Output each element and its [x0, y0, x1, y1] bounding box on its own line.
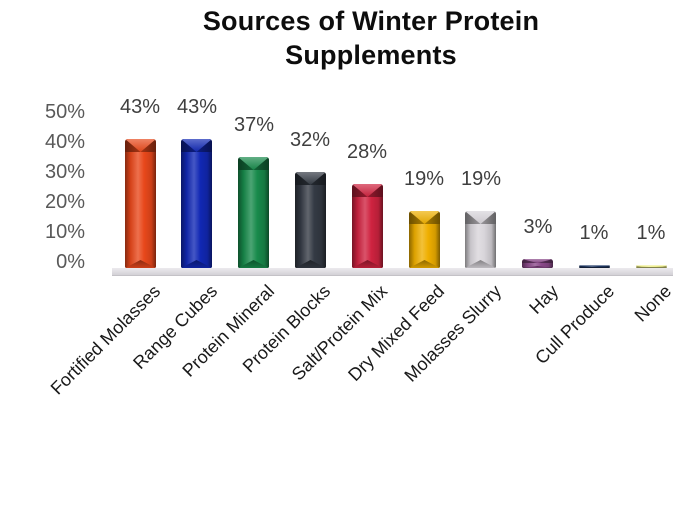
data-label-protein-blocks: 32% [289, 129, 331, 151]
bar-protein-blocks [295, 172, 326, 268]
bar-bottom-notch [295, 260, 326, 268]
data-label-fortified-molasses: 43% [119, 96, 161, 118]
bar-protein-mineral [238, 157, 269, 268]
bar-top-notch [522, 259, 553, 263]
bar-bottom-notch [238, 260, 269, 268]
bar-chart: Sources of Winter Protein Supplements 0%… [44, 6, 673, 398]
bar-range-cubes [181, 139, 212, 268]
bar-dry-mixed-feed [409, 211, 440, 268]
bar-bottom-bevel [465, 260, 496, 268]
chart-title: Sources of Winter Protein Supplements [202, 6, 540, 70]
bar-bottom-bevel [409, 260, 440, 268]
bar-top-bevel [465, 211, 496, 224]
bar-bottom-bevel [238, 260, 269, 268]
bar-top-notch [409, 211, 440, 224]
bar-top-notch [295, 172, 326, 185]
data-label-molasses-slurry: 19% [460, 168, 502, 190]
y-tick-label-50: 50% [44, 101, 85, 123]
bar-none [636, 265, 667, 268]
bar-bottom-bevel [352, 260, 383, 268]
x-axis-floor [112, 268, 673, 276]
bar-top-notch [125, 139, 156, 152]
bar-hay [522, 259, 553, 268]
y-tick-label-0: 0% [56, 251, 85, 273]
data-label-none: 1% [636, 222, 666, 244]
bar-top-notch [238, 157, 269, 170]
y-tick-label-30: 30% [44, 161, 85, 183]
bar-top-bevel [238, 157, 269, 170]
y-tick-label-40: 40% [44, 131, 85, 153]
y-tick-label-10: 10% [44, 221, 85, 243]
y-tick-label-20: 20% [44, 191, 85, 213]
bar-bottom-bevel [522, 266, 553, 268]
bar-bottom-notch [522, 266, 553, 268]
bar-bottom-bevel [125, 260, 156, 268]
bar-bottom-notch [125, 260, 156, 268]
data-label-hay: 3% [523, 216, 553, 238]
bar-bottom-bevel [295, 260, 326, 268]
bar-top-notch [352, 184, 383, 197]
bar-bottom-notch [409, 260, 440, 268]
bar-fortified-molasses [125, 139, 156, 268]
bar-top-bevel [125, 139, 156, 152]
bar-molasses-slurry [465, 211, 496, 268]
bar-top-bevel [295, 172, 326, 185]
bar-bottom-notch [181, 260, 212, 268]
data-label-range-cubes: 43% [176, 96, 218, 118]
bar-top-bevel [409, 211, 440, 224]
data-label-cull-produce: 1% [579, 222, 609, 244]
bar-top-notch [181, 139, 212, 152]
data-label-dry-mixed-feed: 19% [403, 168, 445, 190]
bar-cull-produce [579, 265, 610, 268]
bar-top-bevel [522, 259, 553, 263]
data-label-salt-protein-mix: 28% [346, 141, 388, 163]
data-label-protein-mineral: 37% [233, 114, 275, 136]
bar-bottom-notch [352, 260, 383, 268]
bar-salt-protein-mix [352, 184, 383, 268]
bar-bottom-notch [465, 260, 496, 268]
bar-bottom-bevel [181, 260, 212, 268]
bar-top-notch [465, 211, 496, 224]
bar-top-bevel [181, 139, 212, 152]
bar-top-bevel [352, 184, 383, 197]
